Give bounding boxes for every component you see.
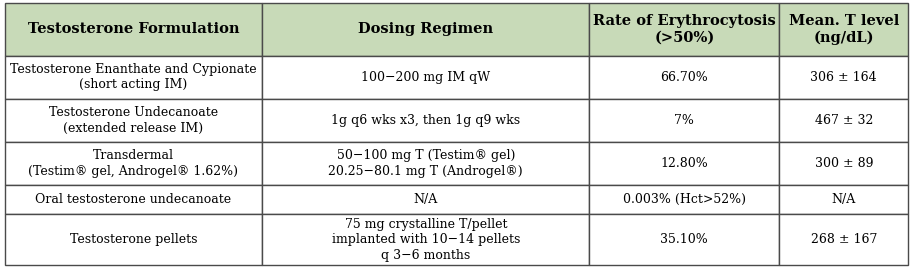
Bar <box>779 55 908 99</box>
Text: Testosterone Undecanoate
(extended release IM): Testosterone Undecanoate (extended relea… <box>48 106 218 135</box>
Bar <box>5 99 262 142</box>
Text: Oral testosterone undecanoate: Oral testosterone undecanoate <box>36 193 231 206</box>
Text: 1g q6 wks x3, then 1g q9 wks: 1g q6 wks x3, then 1g q9 wks <box>331 114 520 127</box>
Bar <box>779 99 908 142</box>
Text: Testosterone Formulation: Testosterone Formulation <box>27 22 239 36</box>
Text: 66.70%: 66.70% <box>660 71 708 84</box>
Text: Testosterone Enanthate and Cypionate
(short acting IM): Testosterone Enanthate and Cypionate (sh… <box>10 63 257 91</box>
Bar <box>779 185 908 214</box>
Bar <box>590 3 779 55</box>
Bar <box>590 142 779 185</box>
Bar <box>779 3 908 55</box>
Text: Transdermal
(Testim® gel, Androgel® 1.62%): Transdermal (Testim® gel, Androgel® 1.62… <box>28 149 238 178</box>
Bar <box>262 142 590 185</box>
Bar <box>262 3 590 55</box>
Text: 75 mg crystalline T/pellet
implanted with 10−14 pellets
q 3−6 months: 75 mg crystalline T/pellet implanted wit… <box>331 218 520 262</box>
Bar <box>590 55 779 99</box>
Text: Testosterone pellets: Testosterone pellets <box>69 233 197 246</box>
Bar <box>779 142 908 185</box>
Text: 268 ± 167: 268 ± 167 <box>811 233 877 246</box>
Bar <box>5 142 262 185</box>
Bar <box>5 3 262 55</box>
Text: 35.10%: 35.10% <box>660 233 708 246</box>
Bar <box>262 185 590 214</box>
Bar <box>590 99 779 142</box>
Text: 50−100 mg T (Testim® gel)
20.25−80.1 mg T (Androgel®): 50−100 mg T (Testim® gel) 20.25−80.1 mg … <box>329 149 523 178</box>
Text: N/A: N/A <box>832 193 855 206</box>
Text: Mean. T level
(ng/dL): Mean. T level (ng/dL) <box>789 13 899 45</box>
Text: N/A: N/A <box>414 193 438 206</box>
Bar <box>590 214 779 265</box>
Bar <box>262 99 590 142</box>
Text: 300 ± 89: 300 ± 89 <box>814 157 873 170</box>
Text: 7%: 7% <box>675 114 694 127</box>
Bar <box>5 55 262 99</box>
Text: 100−200 mg IM qW: 100−200 mg IM qW <box>362 71 490 84</box>
Bar <box>590 185 779 214</box>
Text: 0.003% (Hct>52%): 0.003% (Hct>52%) <box>623 193 746 206</box>
Text: Dosing Regimen: Dosing Regimen <box>358 22 493 36</box>
Text: 467 ± 32: 467 ± 32 <box>814 114 873 127</box>
Bar <box>5 214 262 265</box>
Bar <box>779 214 908 265</box>
Text: Rate of Erythrocytosis
(>50%): Rate of Erythrocytosis (>50%) <box>593 14 776 44</box>
Text: 12.80%: 12.80% <box>660 157 708 170</box>
Bar <box>262 214 590 265</box>
Bar <box>5 185 262 214</box>
Bar <box>262 55 590 99</box>
Text: 306 ± 164: 306 ± 164 <box>811 71 877 84</box>
